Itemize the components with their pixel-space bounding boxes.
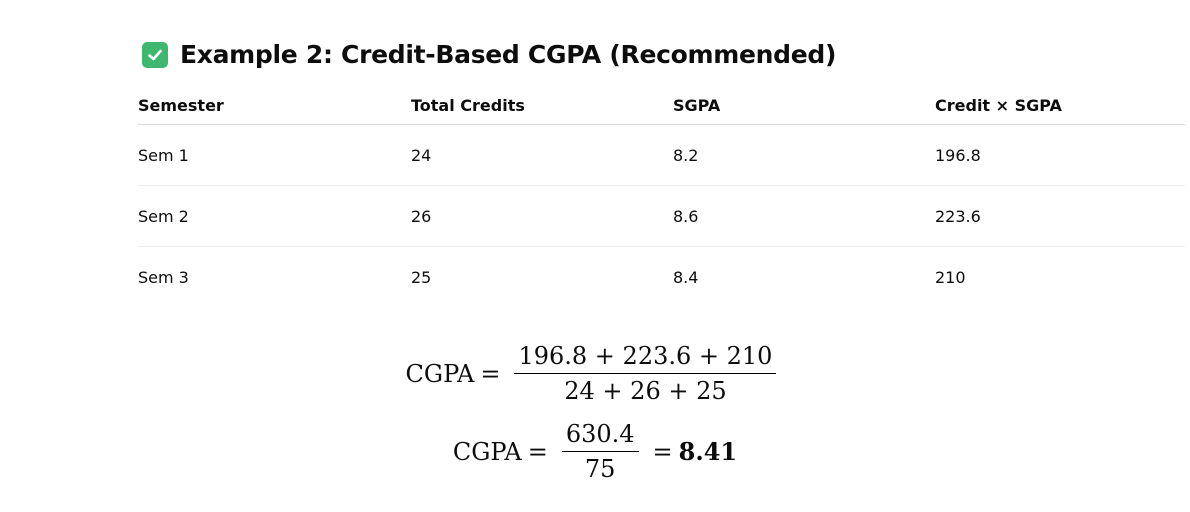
- formula-lhs: CGPA: [405, 359, 475, 388]
- formula-cgpa-result: CGPA = 630.4 75 = 8.41: [0, 420, 1190, 483]
- denominator: 75: [584, 455, 616, 483]
- cell: 8.2: [673, 124, 935, 186]
- equals-sign: =: [527, 437, 548, 466]
- cell: Sem 3: [138, 267, 189, 287]
- header-sgpa: SGPA: [673, 86, 935, 125]
- fraction: 196.8 + 223.6 + 210 24 + 26 + 25: [514, 342, 777, 405]
- section-heading: Example 2: Credit-Based CGPA (Recommende…: [142, 40, 836, 69]
- cell: Sem 1: [138, 124, 411, 186]
- header-semester: Semester: [138, 86, 411, 125]
- table-row: Sem 3 25 8.4 210: [138, 247, 1185, 308]
- cgpa-table: Semester Total Credits SGPA Credit × SGP…: [138, 86, 1185, 307]
- heading-text: Example 2: Credit-Based CGPA (Recommende…: [180, 40, 837, 69]
- denominator: 24 + 26 + 25: [564, 377, 727, 405]
- cell: 26: [411, 185, 673, 247]
- cell: 24: [411, 124, 673, 186]
- table-row: Sem 2 26 8.6 223.6: [138, 185, 1185, 247]
- cell: 223.6: [935, 185, 1185, 247]
- equals-sign: =: [480, 359, 501, 388]
- cgpa-result: 8.41: [678, 437, 738, 466]
- cell: 8.6: [673, 185, 935, 247]
- cell: 25: [411, 267, 432, 287]
- table-header-row: Semester Total Credits SGPA Credit × SGP…: [138, 86, 1185, 125]
- check-mark-icon: [142, 41, 168, 68]
- table-row: Sem 1 24 8.2 196.8: [138, 124, 1185, 186]
- numerator: 196.8 + 223.6 + 210: [514, 342, 777, 374]
- cell: 8.4: [673, 267, 699, 287]
- formula-lhs: CGPA: [452, 437, 522, 466]
- cell: Sem 2: [138, 185, 411, 247]
- header-credit-x-sgpa: Credit × SGPA: [935, 86, 1185, 125]
- formula-cgpa-expanded: CGPA = 196.8 + 223.6 + 210 24 + 26 + 25: [0, 342, 1190, 405]
- header-total-credits: Total Credits: [411, 86, 673, 125]
- cell: 210: [935, 267, 966, 287]
- equals-sign: =: [652, 437, 673, 466]
- fraction: 630.4 75: [561, 420, 639, 483]
- numerator: 630.4: [561, 420, 639, 452]
- cell: 196.8: [935, 124, 1185, 186]
